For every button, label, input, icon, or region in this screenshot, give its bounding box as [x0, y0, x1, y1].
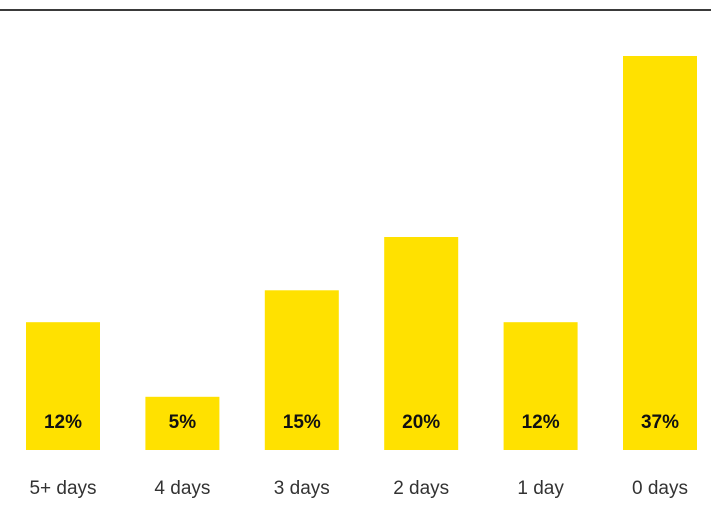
top-border-line: [0, 9, 711, 11]
category-label-1: 4 days: [154, 478, 210, 499]
data-label-5: 37%: [641, 412, 679, 433]
bar-0: [26, 322, 100, 450]
bar-2: [264, 290, 339, 450]
bar-3: [384, 237, 459, 450]
data-label-4: 12%: [522, 412, 560, 433]
category-label-3: 2 days: [393, 478, 449, 499]
data-label-0: 12%: [44, 412, 82, 433]
data-label-1: 5%: [169, 412, 197, 433]
category-label-0: 5+ days: [29, 478, 96, 499]
category-label-4: 1 day: [517, 478, 564, 499]
bar-1: [145, 396, 220, 450]
data-label-2: 15%: [283, 412, 321, 433]
bar-4: [503, 322, 578, 450]
category-label-2: 3 days: [274, 478, 330, 499]
bar-5: [623, 56, 697, 450]
data-label-3: 20%: [402, 412, 440, 433]
category-label-5: 0 days: [632, 478, 688, 499]
